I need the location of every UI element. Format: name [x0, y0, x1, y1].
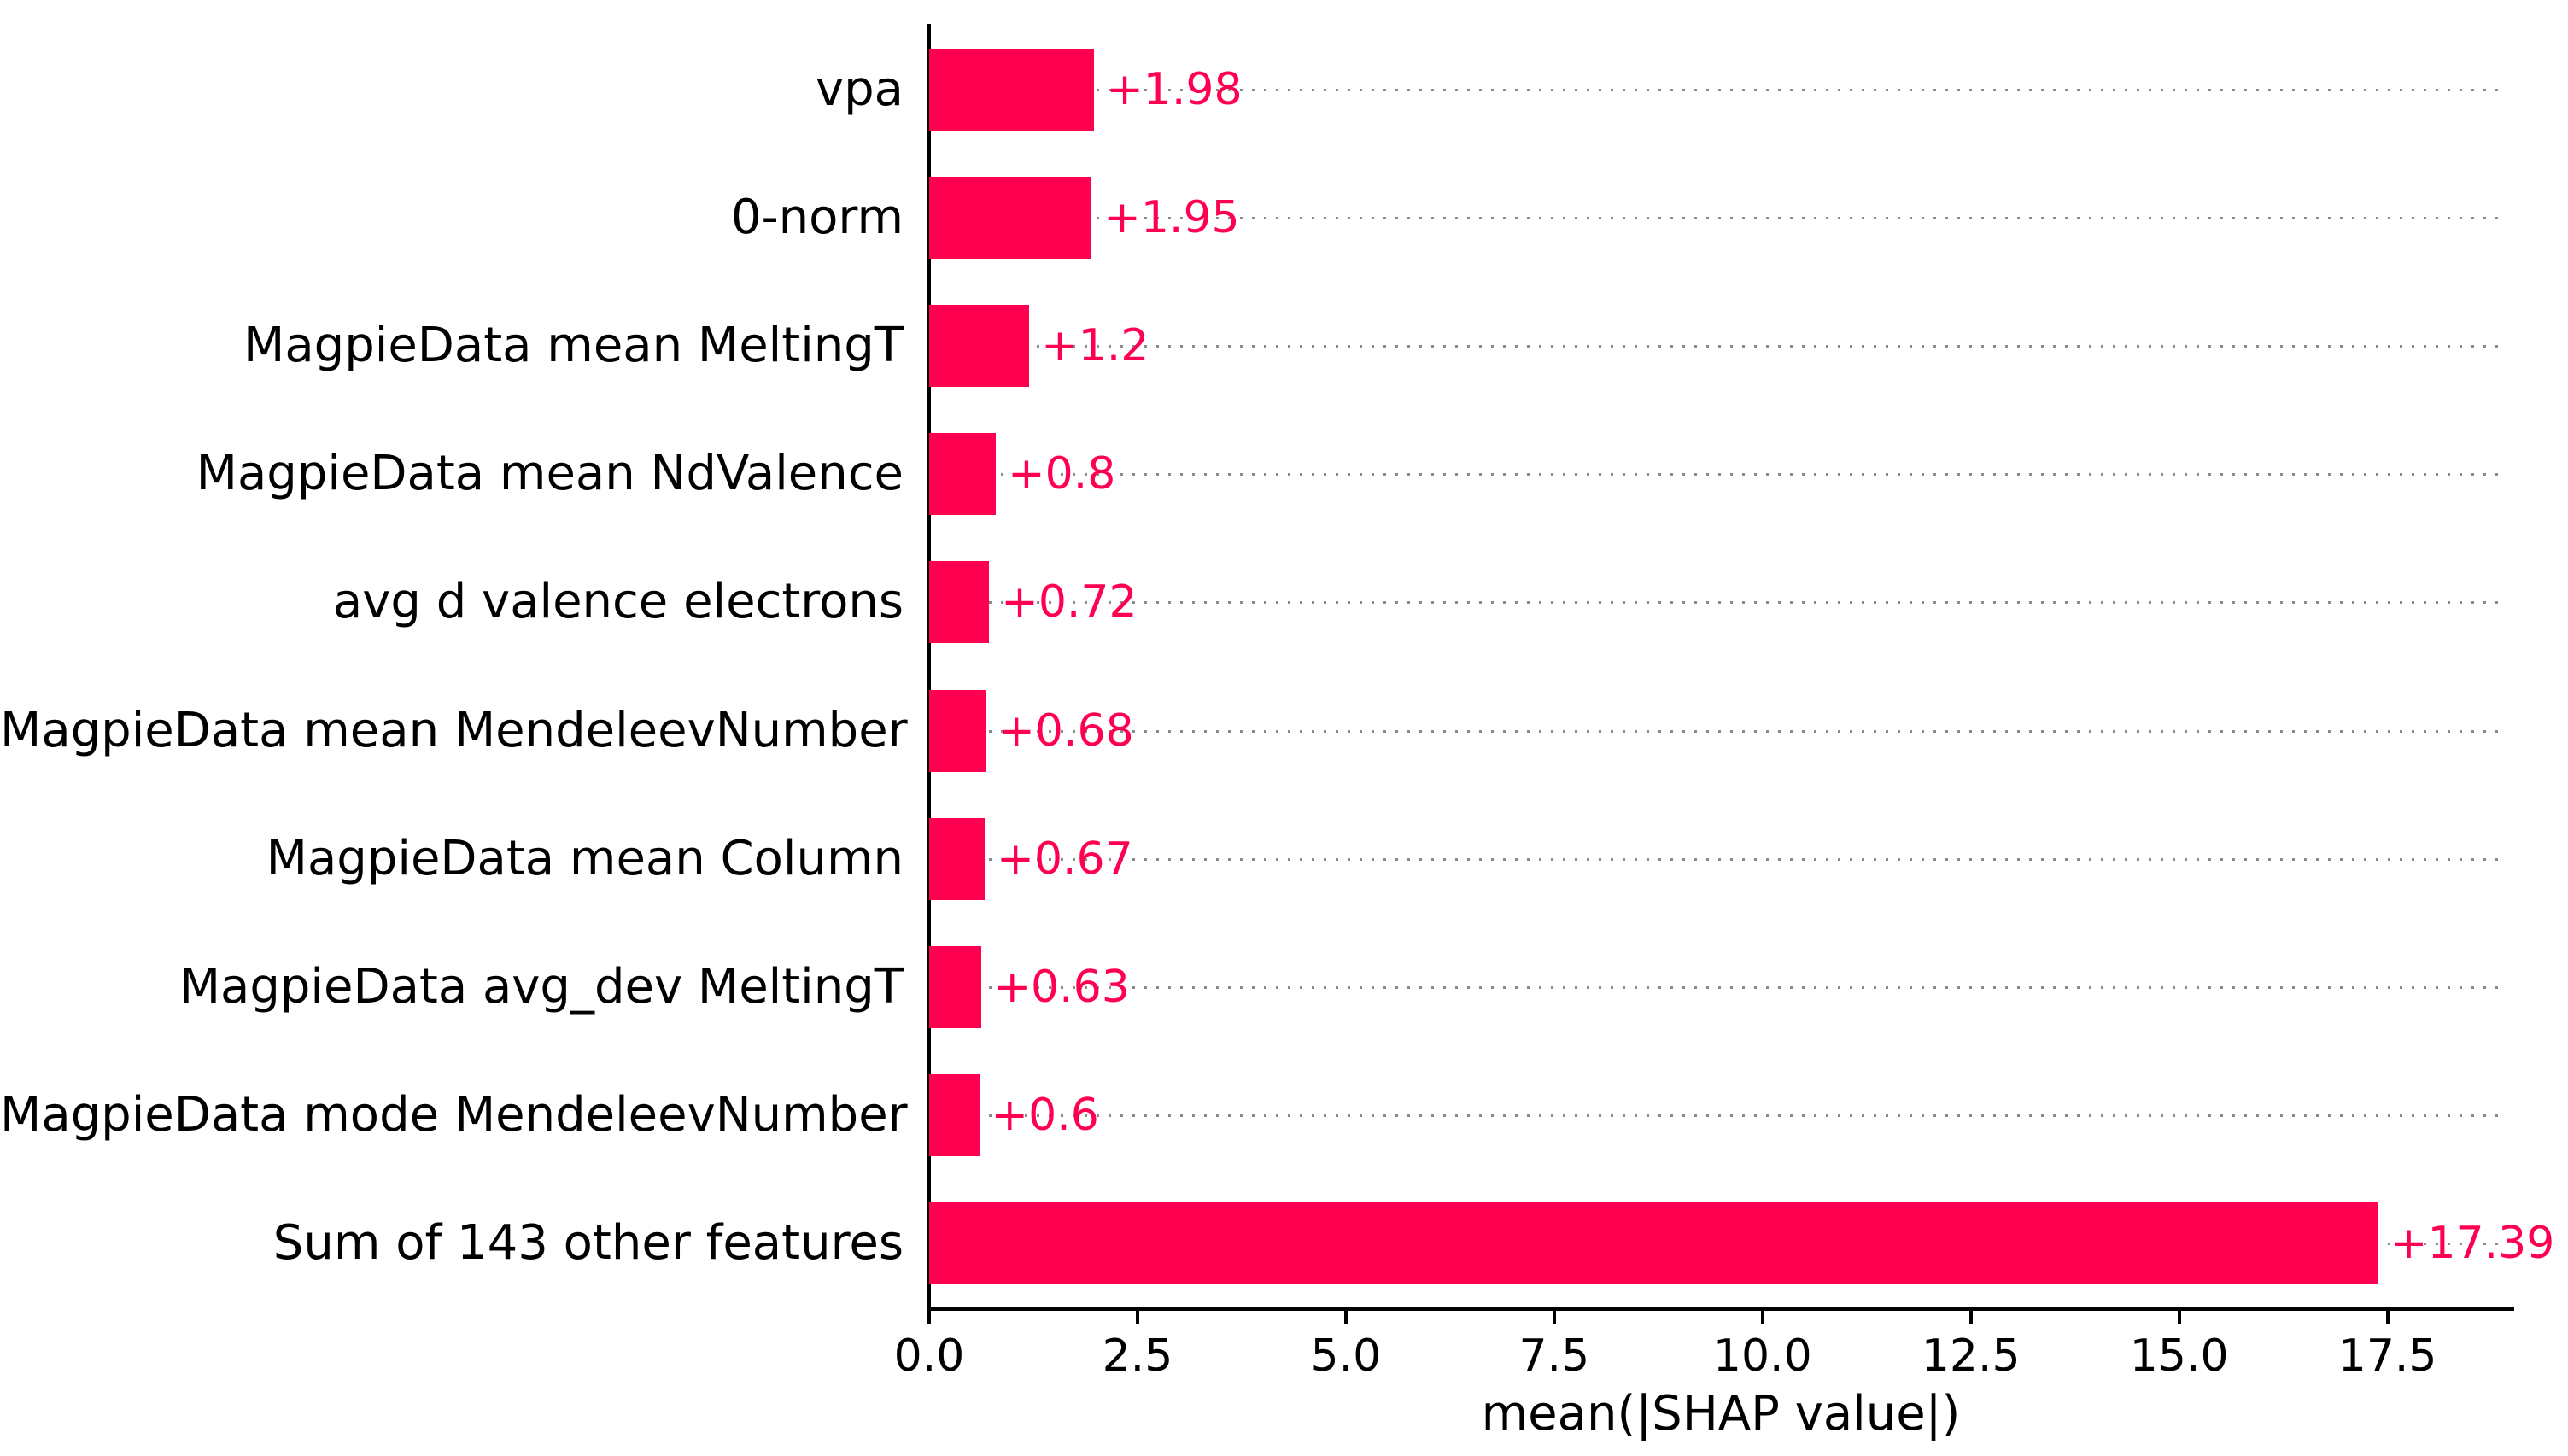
dotted-gridline: [929, 601, 2507, 605]
x-tick-label: 15.0: [2129, 1330, 2229, 1382]
feature-label: Sum of 143 other features: [272, 1214, 904, 1271]
shap-bar: [929, 1202, 2378, 1284]
bar-row: +0.67: [929, 795, 2512, 923]
bar-row: +1.98: [929, 26, 2512, 154]
feature-label: vpa: [815, 61, 904, 118]
shap-bar: [929, 561, 990, 644]
bar-value-label: +1.2: [1041, 320, 1149, 372]
feature-label: MagpieData mean Column: [266, 830, 904, 886]
x-tick-label: 0.0: [893, 1330, 965, 1382]
x-tick-mark: [1760, 1311, 1764, 1324]
feature-label: MagpieData mean MeltingT: [243, 318, 904, 374]
bar-value-label: +1.95: [1103, 192, 1240, 244]
bar-row: +0.63: [929, 923, 2512, 1051]
bar-value-label: +1.98: [1106, 64, 1243, 116]
x-tick-label: 12.5: [1921, 1330, 2021, 1382]
bar-row: +0.6: [929, 1051, 2512, 1179]
x-tick-label: 7.5: [1518, 1330, 1590, 1382]
dotted-gridline: [929, 985, 2507, 989]
feature-label: MagpieData mean NdValence: [196, 446, 904, 502]
bar-row: +17.39: [929, 1179, 2554, 1307]
bar-row: +1.2: [929, 282, 2512, 410]
x-tick-label: 5.0: [1310, 1330, 1382, 1382]
bar-row: +0.8: [929, 410, 2512, 538]
shap-bar: [929, 689, 986, 772]
shap-bar: [929, 1073, 980, 1156]
x-tick-label: 10.0: [1712, 1330, 1812, 1382]
plot-area: +1.98 +1.95 +1.2 +0.8 +0.72 +0.68: [929, 26, 2554, 1307]
feature-label: 0-norm: [730, 190, 904, 246]
dotted-gridline: [929, 1114, 2507, 1117]
bar-value-label: +0.63: [993, 961, 1130, 1013]
shap-bar: [929, 305, 1030, 388]
x-tick-mark: [927, 1311, 931, 1324]
x-tick-label: 17.5: [2337, 1330, 2437, 1382]
feature-label: MagpieData avg_dev MeltingT: [178, 958, 904, 1015]
bar-value-label: +0.67: [997, 833, 1133, 885]
bar-row: +0.72: [929, 538, 2512, 666]
x-tick-mark: [2177, 1311, 2181, 1324]
y-axis-labels: vpa 0-norm MagpieData mean MeltingT MagpieD…: [0, 26, 908, 1307]
shap-bar: [929, 177, 1092, 260]
shap-bar: [929, 49, 1095, 132]
x-tick-mark: [1552, 1311, 1556, 1324]
x-axis-title: mean(|SHAP value|): [1481, 1386, 1961, 1441]
dotted-gridline: [929, 729, 2507, 733]
bar-value-label: +17.39: [2390, 1217, 2555, 1269]
x-axis-spine: [927, 1307, 2514, 1311]
x-tick-mark: [1968, 1311, 1973, 1324]
feature-label: MagpieData mode MendeleevNumber: [0, 1086, 908, 1143]
feature-label: avg d valence electrons: [332, 574, 904, 630]
feature-label: MagpieData mean MendeleevNumber: [0, 702, 908, 758]
dotted-gridline: [929, 217, 2507, 220]
y-axis-spine: [927, 24, 931, 1311]
bar-value-label: +0.8: [1008, 448, 1116, 500]
bar-value-label: +0.68: [997, 705, 1134, 757]
x-tick-label: 2.5: [1102, 1330, 1173, 1382]
bar-value-label: +0.6: [991, 1089, 1099, 1141]
x-tick-mark: [1343, 1311, 1348, 1324]
dotted-gridline: [929, 89, 2507, 92]
bar-value-label: +0.72: [1001, 576, 1138, 629]
shap-bar: [929, 433, 997, 516]
x-tick-mark: [2385, 1311, 2390, 1324]
shap-bar: [929, 817, 986, 900]
shap-bar: [929, 945, 982, 1028]
x-tick-mark: [1135, 1311, 1139, 1324]
dotted-gridline: [929, 345, 2507, 348]
bar-row: +1.95: [929, 154, 2512, 282]
dotted-gridline: [929, 857, 2507, 861]
bar-row: +0.68: [929, 667, 2512, 795]
dotted-gridline: [929, 473, 2507, 477]
